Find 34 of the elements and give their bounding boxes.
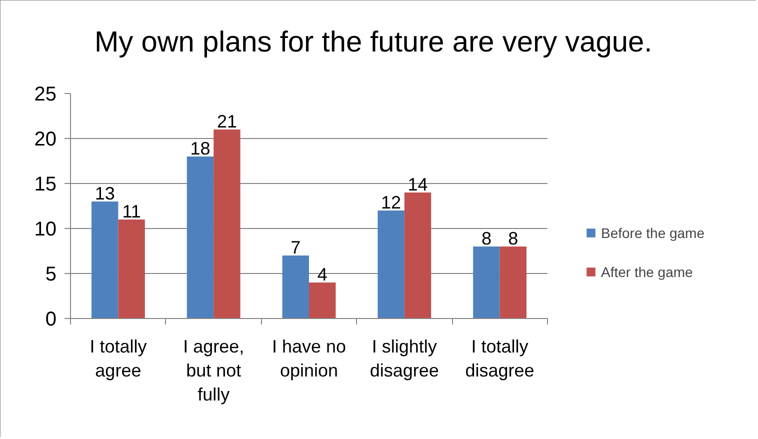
y-tick-label: 10 xyxy=(34,218,57,240)
bar xyxy=(282,256,309,318)
y-tick-label: 25 xyxy=(34,84,57,106)
bar xyxy=(404,192,432,318)
bar xyxy=(309,282,336,318)
y-tick-label: 20 xyxy=(34,128,57,150)
bar xyxy=(91,202,118,318)
x-tick-label: I totally disagree xyxy=(465,336,534,380)
y-tick-label: 0 xyxy=(45,308,56,330)
bar xyxy=(118,220,145,318)
bar xyxy=(186,156,214,318)
data-label: 18 xyxy=(190,138,210,158)
y-tick-label: 15 xyxy=(34,174,57,196)
legend-label: Before the game xyxy=(601,224,706,241)
data-label: 12 xyxy=(381,192,402,212)
legend-label: After the game xyxy=(601,263,694,280)
x-tick-label: I have no opinion xyxy=(272,336,346,380)
data-label: 4 xyxy=(317,264,328,284)
data-label: 14 xyxy=(408,174,428,194)
x-tick-label: I totally agree xyxy=(90,336,147,380)
data-label: 8 xyxy=(481,228,492,248)
bar xyxy=(500,246,527,318)
x-tick-label: I slightly disagree xyxy=(370,336,439,380)
bar xyxy=(378,210,404,318)
data-label: 8 xyxy=(508,228,518,248)
bar xyxy=(473,246,500,318)
data-label: 13 xyxy=(94,184,115,204)
x-tick-label: I agree, but not fully xyxy=(183,336,244,404)
chart-title: My own plans for the future are very vague. xyxy=(94,26,652,58)
y-tick-label: 5 xyxy=(45,264,56,286)
bar xyxy=(214,130,240,318)
data-label: 21 xyxy=(216,112,237,132)
data-label: 7 xyxy=(290,238,301,258)
data-label: 11 xyxy=(122,202,141,222)
